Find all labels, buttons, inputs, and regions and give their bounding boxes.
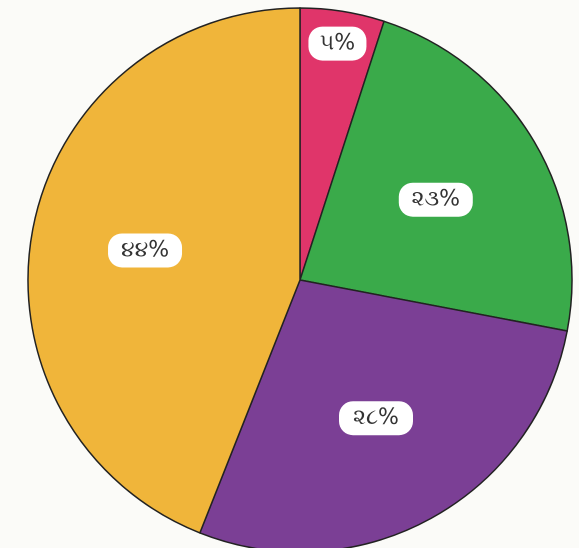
label-background	[308, 26, 367, 61]
label-background	[108, 233, 183, 268]
data-label: ૫%	[320, 31, 355, 56]
label-background	[339, 401, 414, 436]
pie-slice	[299, 20, 573, 332]
label-background	[398, 182, 473, 217]
pie-slice	[27, 7, 301, 534]
data-label: ૪૪%	[121, 237, 169, 262]
data-label: ૨૮%	[353, 405, 399, 430]
data-label: ૨૩%	[412, 187, 460, 212]
